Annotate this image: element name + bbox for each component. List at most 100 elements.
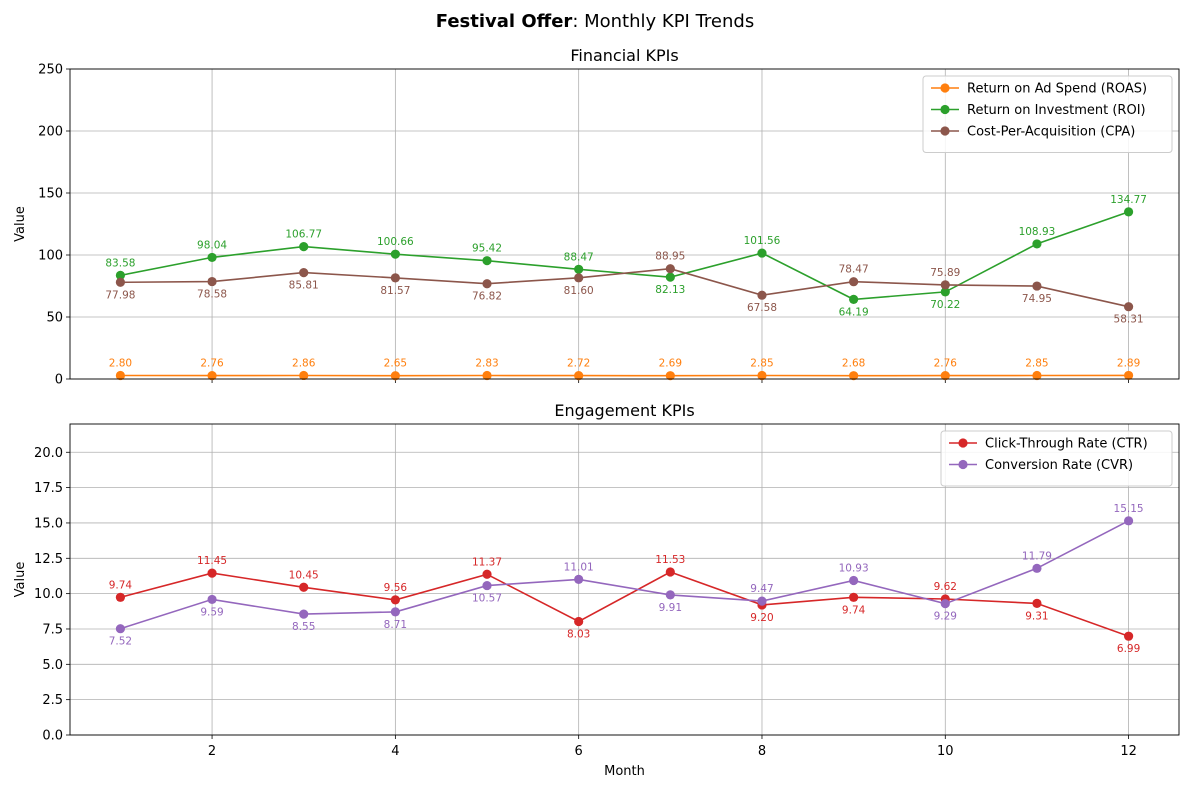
data-label: 95.42 bbox=[472, 243, 502, 255]
x-axis-label: Month bbox=[604, 764, 645, 779]
data-point bbox=[115, 624, 126, 634]
y-tick-label: 2.5 bbox=[42, 693, 63, 708]
data-label: 9.62 bbox=[934, 581, 957, 593]
data-label: 88.95 bbox=[655, 251, 685, 263]
figure-title: Festival Offer: Monthly KPI Trends bbox=[436, 11, 754, 32]
data-point bbox=[665, 264, 675, 274]
data-point bbox=[940, 287, 950, 297]
data-label: 88.47 bbox=[564, 251, 594, 263]
data-label: 7.52 bbox=[109, 636, 132, 648]
legend-label: Cost-Per-Acquisition (CPA) bbox=[967, 125, 1135, 140]
data-point bbox=[849, 277, 859, 287]
legend-box bbox=[922, 75, 1173, 153]
series-line bbox=[120, 520, 1129, 630]
data-point bbox=[665, 272, 675, 282]
data-label: 2.83 bbox=[475, 357, 498, 369]
data-point bbox=[207, 568, 217, 578]
y-tick-label: 50 bbox=[46, 311, 63, 326]
series: 83.58 98.04 106.77 100.66 95.42 88.47 82.13 101… bbox=[105, 194, 1147, 319]
data-point bbox=[207, 276, 217, 287]
data-label: 9.91 bbox=[659, 602, 682, 614]
data-point bbox=[1123, 370, 1134, 381]
x-tick-label: 4 bbox=[391, 744, 399, 759]
panel-title: Engagement KPIs bbox=[554, 401, 694, 420]
axes-frame bbox=[69, 68, 1180, 380]
y-axis-label: Value bbox=[13, 562, 28, 598]
engagement-kpis-panel: 0.0 2.5 5.0 7.5 10.0 12.5 15.0 17.5 20.0 2 4 6 8 10 12… bbox=[13, 401, 1180, 779]
series: 7.52 9.59 8.55 8.71 10.57 11.01 9.91 9.47 10.93 9… bbox=[109, 503, 1144, 648]
legend-marker bbox=[940, 104, 950, 115]
legend-marker bbox=[958, 438, 968, 448]
data-label: 10.57 bbox=[472, 593, 502, 605]
data-label: 2.80 bbox=[109, 358, 132, 370]
legend-label: Return on Investment (ROI) bbox=[967, 103, 1146, 118]
data-point bbox=[849, 575, 859, 586]
data-point bbox=[940, 370, 950, 381]
data-point bbox=[665, 567, 675, 577]
y-tick-label: 150 bbox=[38, 187, 63, 202]
data-point bbox=[115, 277, 126, 287]
data-point bbox=[207, 252, 217, 263]
data-point bbox=[482, 580, 492, 591]
y-axis-label: Value bbox=[13, 206, 28, 242]
data-label: 82.13 bbox=[655, 284, 685, 296]
y-tick-label: 7.5 bbox=[42, 622, 63, 637]
data-label: 70.22 bbox=[930, 299, 960, 311]
data-label: 11.45 bbox=[197, 555, 227, 567]
data-label: 2.85 bbox=[750, 357, 773, 369]
data-point bbox=[574, 371, 584, 381]
data-label: 134.77 bbox=[1110, 194, 1147, 206]
data-label: 2.76 bbox=[200, 358, 224, 370]
data-point bbox=[207, 594, 217, 605]
legend: Click-Through Rate (CTR) Conversion Rate … bbox=[940, 430, 1173, 487]
data-point bbox=[207, 370, 217, 381]
data-label: 2.76 bbox=[934, 358, 958, 370]
data-point bbox=[299, 242, 309, 252]
data-point bbox=[482, 569, 492, 579]
y-tick-label: 100 bbox=[38, 249, 63, 264]
data-label: 81.60 bbox=[564, 285, 594, 297]
data-label: 83.58 bbox=[105, 257, 135, 269]
data-point bbox=[757, 290, 767, 300]
data-label: 58.31 bbox=[1114, 314, 1144, 326]
data-point bbox=[940, 599, 950, 609]
data-label: 100.66 bbox=[377, 236, 414, 248]
data-point bbox=[1123, 302, 1134, 312]
data-label: 2.65 bbox=[384, 358, 407, 370]
data-label: 9.56 bbox=[384, 582, 408, 594]
data-label: 64.19 bbox=[839, 306, 869, 318]
y-tick-label: 0.0 bbox=[42, 729, 63, 744]
series: 9.74 11.45 10.45 9.56 11.37 8.03 11.53 9.20 9.74… bbox=[109, 554, 1141, 655]
x-tick-label: 12 bbox=[1120, 744, 1137, 759]
x-tick-label: 8 bbox=[758, 744, 766, 759]
data-point bbox=[1123, 631, 1134, 641]
data-point bbox=[574, 273, 584, 283]
data-label: 11.37 bbox=[472, 556, 502, 568]
data-point bbox=[1032, 370, 1042, 381]
data-label: 9.29 bbox=[934, 611, 957, 623]
data-point bbox=[482, 279, 492, 289]
y-tick-label: 0 bbox=[55, 373, 63, 388]
data-label: 101.56 bbox=[744, 235, 781, 247]
data-point bbox=[1123, 516, 1134, 526]
data-point bbox=[574, 574, 584, 584]
data-label: 15.15 bbox=[1114, 503, 1144, 515]
data-point bbox=[665, 371, 675, 381]
x-tick-label: 10 bbox=[937, 744, 954, 759]
data-point bbox=[390, 273, 400, 283]
data-label: 78.47 bbox=[839, 264, 869, 276]
data-point bbox=[849, 592, 859, 602]
data-label: 10.93 bbox=[839, 562, 869, 574]
data-point bbox=[1032, 281, 1042, 291]
series-line bbox=[120, 267, 1129, 308]
data-point bbox=[757, 596, 767, 606]
legend-marker bbox=[958, 459, 968, 470]
data-label: 98.04 bbox=[197, 239, 227, 251]
figure-title-bold: Festival Offer bbox=[436, 11, 573, 32]
data-label: 8.55 bbox=[292, 621, 315, 633]
data-point bbox=[390, 371, 400, 381]
data-point bbox=[574, 264, 584, 274]
y-tick-label: 15.0 bbox=[34, 516, 63, 531]
